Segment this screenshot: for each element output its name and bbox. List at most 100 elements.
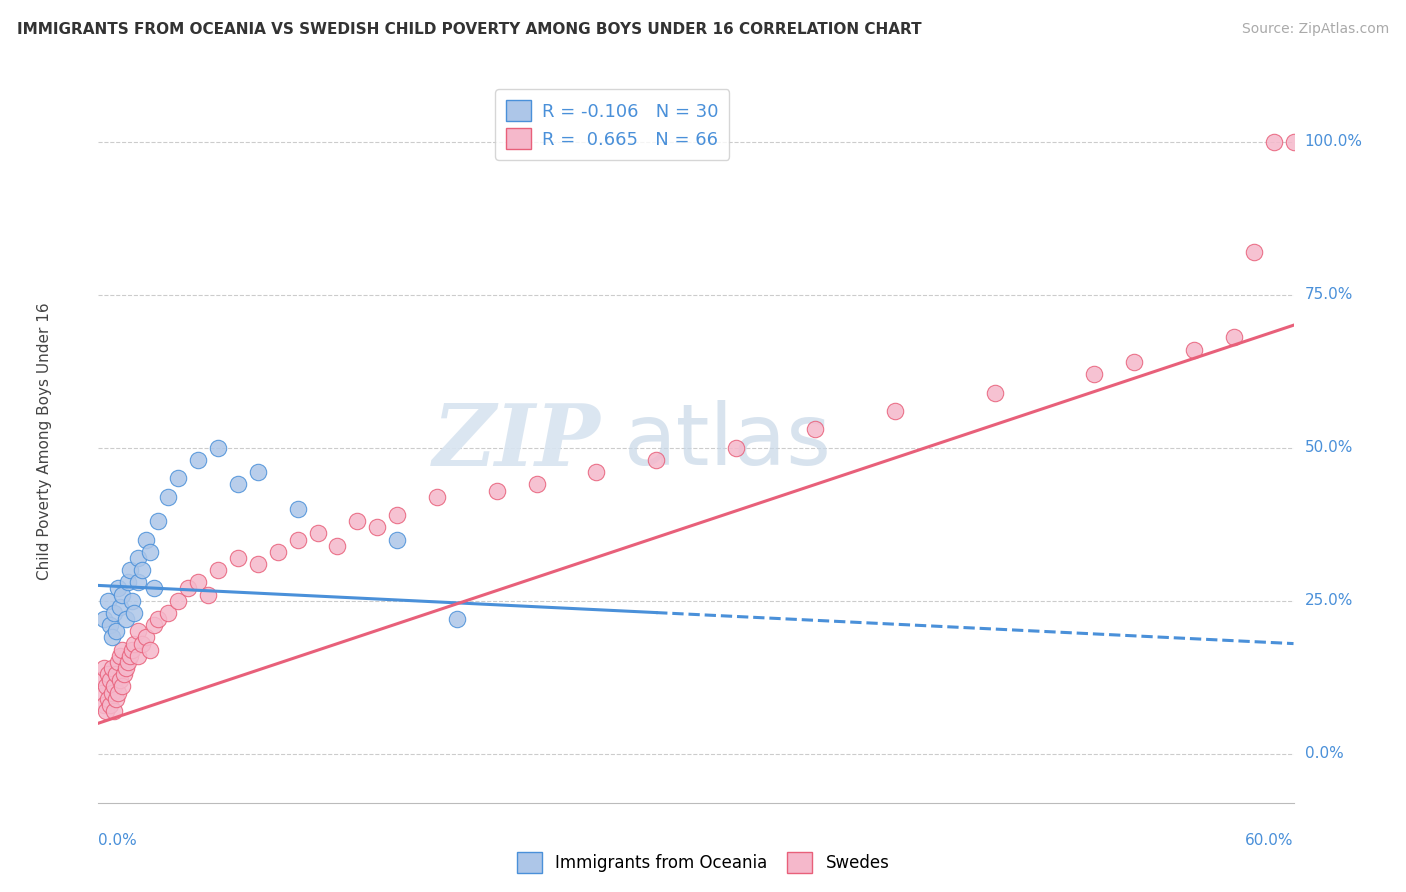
- Point: [93, 661, 115, 675]
- Point: [1123, 355, 1146, 369]
- Point: [107, 655, 129, 669]
- Text: atlas: atlas: [624, 400, 832, 483]
- Point: [124, 606, 146, 620]
- Point: [167, 471, 190, 485]
- Point: [804, 422, 827, 436]
- Point: [103, 606, 125, 620]
- Point: [121, 642, 143, 657]
- Text: 100.0%: 100.0%: [1305, 134, 1362, 149]
- Point: [366, 520, 388, 534]
- Text: ZIP: ZIP: [433, 400, 600, 483]
- Point: [131, 563, 153, 577]
- Point: [115, 661, 138, 675]
- Point: [207, 563, 229, 577]
- Point: [984, 385, 1007, 400]
- Point: [98, 618, 122, 632]
- Point: [110, 673, 132, 688]
- Point: [127, 550, 149, 565]
- Point: [157, 606, 180, 620]
- Point: [446, 612, 468, 626]
- Point: [111, 642, 134, 657]
- Point: [111, 680, 134, 694]
- Point: [89, 673, 111, 688]
- Point: [93, 698, 115, 712]
- Point: [101, 685, 124, 699]
- Point: [585, 465, 607, 479]
- Text: 25.0%: 25.0%: [1305, 593, 1353, 608]
- Point: [246, 465, 269, 479]
- Point: [135, 533, 157, 547]
- Point: [148, 514, 170, 528]
- Point: [103, 704, 125, 718]
- Point: [105, 624, 128, 639]
- Legend: Immigrants from Oceania, Swedes: Immigrants from Oceania, Swedes: [510, 846, 896, 880]
- Point: [103, 680, 125, 694]
- Point: [143, 582, 166, 596]
- Point: [93, 612, 115, 626]
- Point: [197, 588, 219, 602]
- Point: [117, 575, 139, 590]
- Point: [117, 655, 139, 669]
- Point: [485, 483, 508, 498]
- Point: [724, 441, 747, 455]
- Point: [120, 648, 142, 663]
- Point: [121, 593, 143, 607]
- Text: Child Poverty Among Boys Under 16: Child Poverty Among Boys Under 16: [37, 302, 52, 581]
- Point: [246, 557, 269, 571]
- Point: [124, 637, 146, 651]
- Text: 0.0%: 0.0%: [1305, 747, 1343, 761]
- Point: [307, 526, 329, 541]
- Point: [111, 588, 134, 602]
- Point: [167, 593, 190, 607]
- Text: 50.0%: 50.0%: [1305, 440, 1353, 455]
- Point: [96, 704, 118, 718]
- Point: [97, 593, 120, 607]
- Point: [226, 477, 249, 491]
- Point: [127, 575, 149, 590]
- Point: [139, 545, 162, 559]
- Point: [385, 533, 409, 547]
- Point: [645, 453, 668, 467]
- Point: [127, 624, 149, 639]
- Point: [226, 550, 249, 565]
- Point: [101, 661, 124, 675]
- Point: [1182, 343, 1205, 357]
- Point: [326, 539, 349, 553]
- Point: [143, 618, 166, 632]
- Point: [187, 575, 209, 590]
- Point: [1083, 367, 1105, 381]
- Point: [98, 698, 122, 712]
- Point: [120, 563, 142, 577]
- Text: 75.0%: 75.0%: [1305, 287, 1353, 302]
- Point: [110, 599, 132, 614]
- Point: [107, 685, 129, 699]
- Point: [884, 404, 907, 418]
- Point: [91, 685, 114, 699]
- Point: [1282, 135, 1305, 149]
- Point: [287, 533, 309, 547]
- Point: [1243, 244, 1265, 259]
- Point: [131, 637, 153, 651]
- Point: [287, 502, 309, 516]
- Point: [115, 612, 138, 626]
- Point: [96, 680, 118, 694]
- Legend: R = -0.106   N = 30, R =  0.665   N = 66: R = -0.106 N = 30, R = 0.665 N = 66: [495, 89, 730, 160]
- Point: [112, 667, 135, 681]
- Point: [135, 631, 157, 645]
- Point: [139, 642, 162, 657]
- Point: [346, 514, 368, 528]
- Point: [1223, 330, 1246, 344]
- Point: [97, 667, 120, 681]
- Point: [207, 441, 229, 455]
- Point: [385, 508, 409, 522]
- Point: [98, 673, 122, 688]
- Point: [1263, 135, 1285, 149]
- Point: [177, 582, 200, 596]
- Point: [97, 691, 120, 706]
- Text: Source: ZipAtlas.com: Source: ZipAtlas.com: [1241, 22, 1389, 37]
- Point: [110, 648, 132, 663]
- Point: [426, 490, 449, 504]
- Point: [267, 545, 290, 559]
- Text: 0.0%: 0.0%: [98, 833, 138, 848]
- Point: [526, 477, 548, 491]
